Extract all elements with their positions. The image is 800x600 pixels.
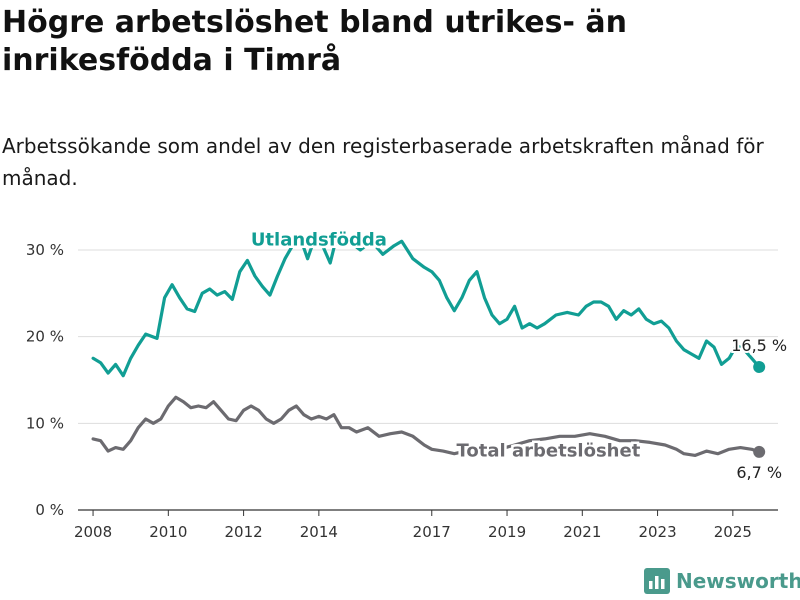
x-tick-label: 2012 [224,523,262,541]
series-line-1 [91,231,761,378]
newsworthy-logo: Newsworthy [644,568,800,594]
chart-subtitle: Arbetssökande som andel av den registerb… [2,134,764,190]
series-line-2 [91,395,761,457]
series-end-dot-1 [753,361,766,373]
bar-chart-logo-icon [644,568,670,594]
x-tick-label: 2023 [638,523,676,541]
brand-name: Newsworthy [676,569,800,593]
y-tick-label: 0 % [35,501,64,519]
y-tick-label: 10 % [26,414,64,432]
end-value-label-1: 16,5 % [731,336,787,355]
x-tick-label: 2014 [300,523,338,541]
line-chart: 0 % 10 % 20 % 30 % 2008 2010 2012 2014 2017 2019 2… [26,230,789,541]
x-tick-label: 2021 [563,523,601,541]
series-name-label-2: Total arbetslöshet [457,440,641,461]
x-tick-label: 2010 [149,523,187,541]
series-name-label-1: Utlandsfödda [251,230,387,251]
end-value-label-2: 6,7 % [736,463,782,482]
x-tick-label: 2025 [714,523,752,541]
series-end-dot-2 [753,445,766,458]
y-tick-label: 30 % [26,241,64,259]
y-tick-label: 20 % [26,328,64,346]
x-tick-label: 2008 [74,523,112,541]
chart-title: Högre arbetslöshet bland utrikes- än inr… [2,5,627,78]
x-tick-label: 2019 [488,523,526,541]
x-tick-label: 2017 [413,523,451,541]
